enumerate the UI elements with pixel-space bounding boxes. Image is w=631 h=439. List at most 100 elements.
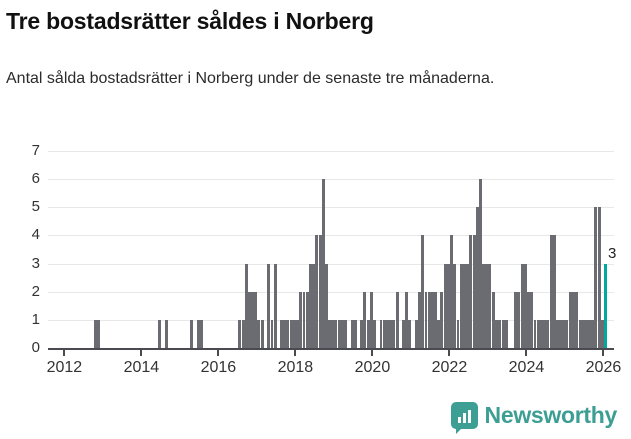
bar[interactable] bbox=[514, 291, 518, 348]
bar[interactable] bbox=[491, 291, 495, 348]
bar[interactable] bbox=[321, 179, 325, 348]
bar[interactable] bbox=[312, 263, 316, 348]
bar[interactable] bbox=[302, 291, 306, 348]
bar[interactable] bbox=[440, 291, 444, 348]
bar[interactable] bbox=[575, 291, 579, 348]
bar[interactable] bbox=[366, 319, 370, 348]
bar[interactable] bbox=[418, 291, 421, 348]
bar[interactable] bbox=[540, 319, 543, 348]
bar[interactable] bbox=[446, 263, 450, 348]
bar[interactable] bbox=[289, 319, 293, 348]
bar[interactable] bbox=[309, 263, 312, 348]
bar[interactable] bbox=[199, 319, 203, 348]
bar[interactable] bbox=[443, 263, 447, 348]
bar[interactable] bbox=[530, 291, 534, 348]
bar[interactable] bbox=[562, 319, 566, 348]
bar[interactable] bbox=[286, 319, 290, 348]
bar[interactable] bbox=[463, 263, 466, 348]
bar[interactable] bbox=[305, 291, 309, 348]
bar[interactable] bbox=[427, 291, 431, 348]
newsworthy-logo[interactable]: Newsworthy bbox=[450, 402, 617, 434]
bar[interactable] bbox=[495, 319, 498, 348]
bar[interactable] bbox=[501, 319, 505, 348]
bar[interactable] bbox=[434, 291, 438, 348]
bar[interactable] bbox=[549, 235, 553, 348]
bar[interactable] bbox=[372, 319, 376, 348]
bar[interactable] bbox=[93, 319, 97, 348]
bar[interactable] bbox=[292, 319, 296, 348]
bar[interactable] bbox=[395, 291, 399, 348]
bar[interactable] bbox=[251, 291, 255, 348]
bar[interactable] bbox=[469, 235, 473, 348]
bar[interactable] bbox=[478, 179, 482, 348]
bar[interactable] bbox=[572, 291, 575, 348]
bar[interactable] bbox=[568, 291, 572, 348]
bar[interactable] bbox=[466, 263, 470, 348]
bar[interactable] bbox=[472, 235, 476, 348]
bar[interactable] bbox=[315, 235, 319, 348]
bar[interactable] bbox=[405, 291, 409, 348]
bar[interactable] bbox=[578, 319, 582, 348]
bar[interactable] bbox=[260, 319, 264, 348]
bar[interactable] bbox=[247, 291, 251, 348]
bar[interactable] bbox=[392, 319, 396, 348]
bar[interactable] bbox=[270, 319, 274, 348]
bar[interactable] bbox=[273, 263, 277, 348]
bar[interactable] bbox=[382, 319, 386, 348]
bar[interactable] bbox=[360, 319, 364, 348]
bar[interactable] bbox=[520, 263, 524, 348]
bar[interactable] bbox=[344, 319, 348, 348]
bar[interactable] bbox=[331, 319, 335, 348]
bar[interactable] bbox=[190, 319, 194, 348]
bar[interactable] bbox=[283, 319, 287, 348]
bar[interactable] bbox=[523, 263, 527, 348]
bar[interactable] bbox=[504, 319, 508, 348]
bar[interactable] bbox=[414, 319, 418, 348]
bar[interactable] bbox=[350, 319, 354, 348]
bar[interactable] bbox=[158, 319, 162, 348]
bar[interactable] bbox=[164, 319, 168, 348]
bar[interactable] bbox=[299, 291, 303, 348]
bar[interactable] bbox=[295, 319, 299, 348]
bar[interactable] bbox=[369, 291, 373, 348]
bar[interactable] bbox=[498, 319, 502, 348]
bar[interactable] bbox=[318, 235, 322, 348]
bar[interactable] bbox=[401, 319, 405, 348]
bar[interactable] bbox=[449, 235, 453, 348]
bar[interactable] bbox=[546, 319, 550, 348]
bar[interactable] bbox=[565, 319, 569, 348]
bar[interactable] bbox=[437, 319, 441, 348]
bar[interactable] bbox=[597, 207, 601, 348]
bar[interactable] bbox=[588, 319, 592, 348]
bar[interactable] bbox=[430, 291, 434, 348]
bar[interactable] bbox=[488, 263, 492, 348]
bar[interactable] bbox=[334, 319, 338, 348]
bar[interactable] bbox=[555, 319, 559, 348]
bar[interactable] bbox=[238, 319, 242, 348]
bar[interactable] bbox=[337, 319, 341, 348]
bar[interactable] bbox=[581, 319, 585, 348]
bar[interactable] bbox=[324, 263, 328, 348]
bar[interactable] bbox=[526, 291, 530, 348]
bar[interactable] bbox=[328, 319, 332, 348]
bar[interactable] bbox=[97, 319, 101, 348]
bar[interactable] bbox=[280, 319, 284, 348]
bar[interactable] bbox=[559, 319, 563, 348]
bar[interactable] bbox=[363, 291, 367, 348]
bar[interactable] bbox=[341, 319, 344, 348]
bar[interactable] bbox=[241, 319, 245, 348]
bar[interactable] bbox=[584, 319, 588, 348]
bar[interactable] bbox=[421, 235, 425, 348]
bar[interactable] bbox=[244, 263, 248, 348]
bar[interactable] bbox=[424, 291, 428, 348]
bar[interactable] bbox=[482, 263, 486, 348]
bar[interactable] bbox=[196, 319, 200, 348]
bar[interactable] bbox=[386, 319, 389, 348]
bar[interactable] bbox=[267, 263, 271, 348]
bar[interactable] bbox=[379, 319, 383, 348]
bar[interactable] bbox=[453, 263, 457, 348]
bar[interactable] bbox=[591, 319, 595, 348]
bar[interactable] bbox=[456, 319, 460, 348]
bar[interactable] bbox=[389, 319, 393, 348]
bar[interactable] bbox=[552, 235, 556, 348]
